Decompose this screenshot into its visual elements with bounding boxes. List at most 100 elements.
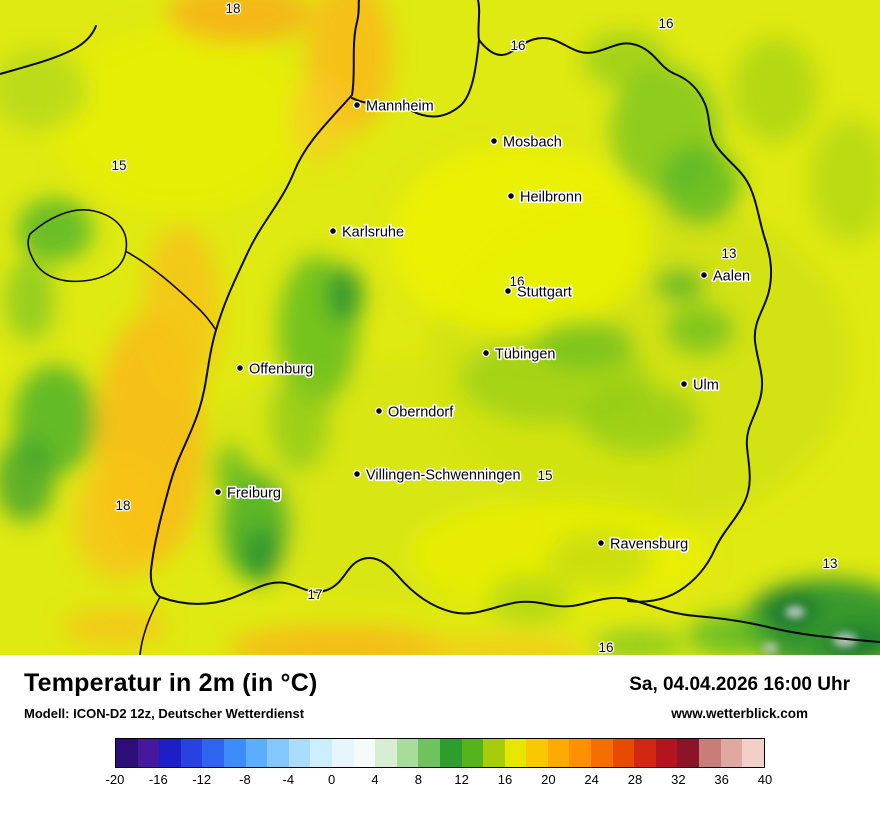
colorbar-tick-label: 24 (584, 772, 599, 787)
model-info: Modell: ICON-D2 12z, Deutscher Wetterdie… (24, 706, 305, 721)
forecast-datetime: Sa, 04.04.2026 16:00 Uhr (629, 674, 850, 695)
temperature-field: 18 16 16 15 13 16 15 18 17 13 16 Mannheim Mosbach He… (0, 0, 880, 655)
city-marker-villingen-schwenningen: Villingen-Schwenningen (352, 466, 522, 485)
colorbar-segment (288, 739, 311, 767)
footer-left: Temperatur in 2m (in °C) Modell: ICON-D2… (24, 669, 318, 721)
colorbar (115, 738, 765, 768)
city-marker-ulm: Ulm (679, 376, 720, 395)
city-label: Stuttgart (517, 285, 572, 301)
city-label: Heilbronn (520, 190, 582, 206)
city-dot (596, 538, 606, 548)
city-dot (352, 100, 362, 110)
footer-header: Temperatur in 2m (in °C) Modell: ICON-D2… (24, 669, 856, 721)
city-marker-offenburg: Offenburg (235, 360, 315, 379)
colorbar-segment (202, 739, 224, 767)
colorbar-segment (116, 739, 138, 767)
city-dot (489, 136, 499, 146)
colorbar-segment (331, 739, 354, 767)
colorbar-segment (547, 739, 570, 767)
border-lines (0, 0, 880, 655)
temperature-value-label: 16 (598, 640, 613, 655)
city-dot (235, 363, 245, 373)
weather-map: 18 16 16 15 13 16 15 18 17 13 16 Mannheim Mosbach He… (0, 0, 880, 655)
temperature-value-label: 18 (115, 498, 130, 513)
city-label: Villingen-Schwenningen (366, 468, 521, 484)
colorbar-segment (504, 739, 527, 767)
map-footer: Temperatur in 2m (in °C) Modell: ICON-D2… (0, 655, 880, 830)
city-dot (213, 487, 223, 497)
colorbar-segment (742, 739, 764, 767)
colorbar-segment (677, 739, 700, 767)
colorbar-segment (720, 739, 743, 767)
city-marker-stuttgart: Stuttgart (503, 283, 573, 302)
temperature-value-label: 16 (510, 38, 525, 53)
colorbar-tick-label: -16 (148, 772, 168, 787)
colorbar-segment (267, 739, 289, 767)
colorbar-wrap: -20 -16 -12 -8 -4 0 4 8 12 16 20 24 28 32 36 40 (106, 738, 773, 790)
colorbar-segment (180, 739, 203, 767)
city-label: Ravensburg (610, 537, 688, 553)
city-markers-layer: Mannheim Mosbach Heilbronn Karlsruhe Aalen St… (213, 97, 752, 554)
city-label: Karlsruhe (342, 225, 404, 241)
colorbar-segment (310, 739, 332, 767)
colorbar-segment (223, 739, 246, 767)
colorbar-tick-label: 4 (371, 772, 379, 787)
city-dot (352, 469, 362, 479)
colorbar-tick-label: 8 (414, 772, 422, 787)
colorbar-segment (612, 739, 635, 767)
temperature-value-label: 15 (537, 468, 552, 483)
colorbar-tick-label: 12 (454, 772, 469, 787)
city-dot (481, 348, 491, 358)
colorbar-segment (137, 739, 160, 767)
city-label: Oberndorf (388, 405, 454, 421)
colorbar-tick-label: -8 (239, 772, 251, 787)
city-dot (374, 406, 384, 416)
city-label: Aalen (713, 269, 750, 285)
colorbar-segment (375, 739, 397, 767)
colorbar-segment (569, 739, 592, 767)
colorbar-segment (634, 739, 656, 767)
city-label: Freiburg (227, 486, 281, 502)
colorbar-tick-label: 28 (627, 772, 643, 787)
city-dot (506, 191, 516, 201)
colorbar-tick-label: 16 (497, 772, 513, 787)
colorbar-segment (396, 739, 419, 767)
city-dot (699, 270, 709, 280)
map-svg: 18 16 16 15 13 16 15 18 17 13 16 Mannheim Mosbach He… (0, 0, 880, 655)
footer-right: Sa, 04.04.2026 16:00 Uhr www.wetterblick… (629, 669, 856, 721)
temperature-value-label: 13 (822, 556, 837, 571)
colorbar-tick-label: 40 (757, 772, 773, 787)
temperature-value-label: 18 (225, 1, 240, 16)
colorbar-segment (483, 739, 505, 767)
city-marker-t-bingen: Tübingen (481, 345, 557, 364)
colorbar-tick-label: 32 (671, 772, 686, 787)
city-marker-oberndorf: Oberndorf (374, 403, 456, 422)
colorbar-tick-label: 20 (541, 772, 556, 787)
city-label: Mosbach (503, 135, 562, 151)
colorbar-segment (591, 739, 613, 767)
city-label: Offenburg (249, 362, 313, 378)
temperature-value-label: 16 (509, 274, 524, 289)
colorbar-segment (159, 739, 181, 767)
colorbar-tick-label: 0 (328, 772, 336, 787)
colorbar-ticks: -20 -16 -12 -8 -4 0 4 8 12 16 20 24 28 32 36 40 (106, 772, 773, 790)
colorbar-segment (655, 739, 678, 767)
colorbar-segment (526, 739, 548, 767)
city-label: Ulm (693, 378, 719, 394)
website-credit: www.wetterblick.com (671, 706, 809, 721)
city-marker-mosbach: Mosbach (489, 133, 563, 152)
city-marker-karlsruhe: Karlsruhe (328, 223, 406, 242)
colorbar-tick-label: -20 (105, 772, 125, 787)
city-marker-freiburg: Freiburg (213, 484, 283, 503)
city-dot (679, 379, 689, 389)
colorbar-tick-label: 36 (714, 772, 729, 787)
colorbar-tick-label: -4 (282, 772, 295, 787)
temperature-labels-layer: 18 16 16 15 13 16 15 18 17 13 16 (110, 0, 839, 655)
city-label: Tübingen (495, 347, 555, 363)
colorbar-segment (439, 739, 462, 767)
colorbar-segment (418, 739, 440, 767)
colorbar-segment (699, 739, 721, 767)
temperature-value-label: 16 (658, 16, 673, 31)
temperature-value-label: 15 (111, 158, 126, 173)
